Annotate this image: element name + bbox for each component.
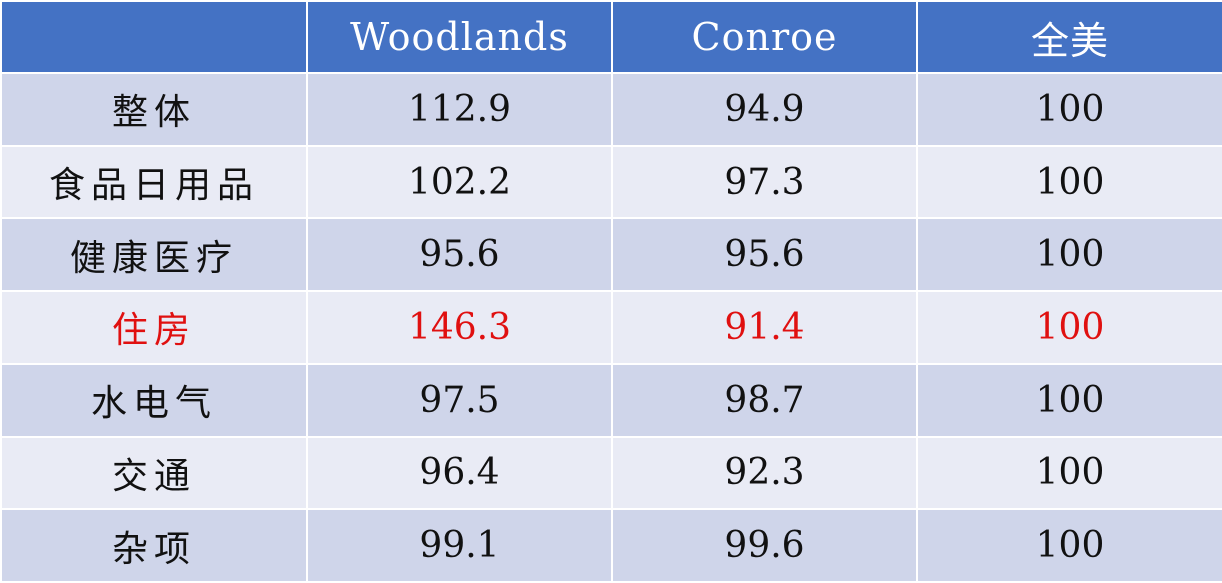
- value-cell-national: 100: [916, 435, 1222, 511]
- row-label: 食品日用品: [0, 144, 308, 220]
- value-cell-conroe: 91.4: [611, 290, 918, 365]
- row-label: 杂项: [0, 508, 308, 583]
- table-row: 水电气 97.5 98.7 100: [0, 362, 1222, 438]
- table-row: 交通 96.4 92.3 100: [0, 435, 1222, 511]
- value-cell-conroe: 98.7: [611, 362, 918, 438]
- value-cell-national: 100: [916, 72, 1222, 147]
- table-row: 食品日用品 102.2 97.3 100: [0, 144, 1222, 220]
- value-cell-woodlands: 146.3: [306, 290, 613, 365]
- table-header: Woodlands Conroe 全美: [0, 0, 1222, 74]
- row-label: 交通: [0, 435, 308, 511]
- value-cell-woodlands: 99.1: [306, 508, 613, 583]
- table-row: 整体 112.9 94.9 100: [0, 72, 1222, 147]
- header-row: Woodlands Conroe 全美: [0, 0, 1222, 74]
- table-row: 健康医疗 95.6 95.6 100: [0, 217, 1222, 293]
- value-cell-national: 100: [916, 217, 1222, 293]
- row-label: 水电气: [0, 362, 308, 438]
- row-label: 整体: [0, 72, 308, 147]
- table-row: 杂项 99.1 99.6 100: [0, 508, 1222, 583]
- table-row: 住房 146.3 91.4 100: [0, 290, 1222, 365]
- value-cell-conroe: 92.3: [611, 435, 918, 511]
- header-cell-woodlands: Woodlands: [306, 0, 613, 74]
- row-label: 住房: [0, 290, 308, 365]
- value-cell-conroe: 94.9: [611, 72, 918, 147]
- value-cell-national: 100: [916, 362, 1222, 438]
- value-cell-national: 100: [916, 290, 1222, 365]
- value-cell-conroe: 97.3: [611, 144, 918, 220]
- value-cell-woodlands: 95.6: [306, 217, 613, 293]
- value-cell-woodlands: 96.4: [306, 435, 613, 511]
- value-cell-national: 100: [916, 144, 1222, 220]
- value-cell-woodlands: 112.9: [306, 72, 613, 147]
- table-body: 整体 112.9 94.9 100 食品日用品 102.2 97.3 100 健康医疗 95.6 9…: [0, 72, 1222, 583]
- header-cell-conroe: Conroe: [611, 0, 918, 74]
- value-cell-woodlands: 97.5: [306, 362, 613, 438]
- value-cell-national: 100: [916, 508, 1222, 583]
- value-cell-woodlands: 102.2: [306, 144, 613, 220]
- row-label: 健康医疗: [0, 217, 308, 293]
- value-cell-conroe: 95.6: [611, 217, 918, 293]
- header-cell-national: 全美: [916, 0, 1222, 74]
- value-cell-conroe: 99.6: [611, 508, 918, 583]
- header-cell-category: [0, 0, 308, 74]
